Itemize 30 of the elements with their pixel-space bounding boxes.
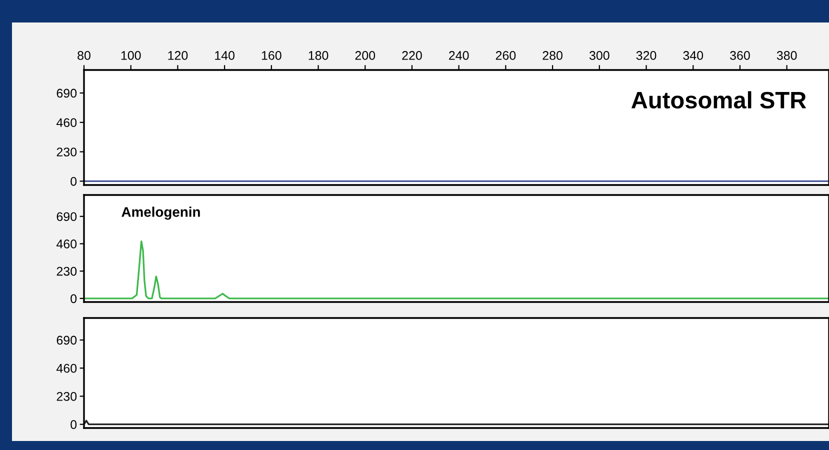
- y-tick-label: 690: [56, 336, 77, 345]
- y-tick-label: 0: [70, 420, 77, 429]
- y-tick-label: 0: [70, 176, 77, 186]
- x-tick-label: 380: [776, 51, 797, 60]
- annotation: Amelogenin: [122, 206, 200, 220]
- y-tick-label: 460: [56, 364, 77, 373]
- x-tick-label: 80: [78, 51, 90, 60]
- y-tick-label: 0: [70, 294, 77, 304]
- y-tick-label: 230: [56, 392, 77, 401]
- y-tick-label: 460: [56, 240, 77, 248]
- x-tick-label: 140: [215, 51, 235, 60]
- x-tick-label: 100: [121, 51, 141, 60]
- y-tick-label: 230: [56, 148, 77, 156]
- annotation: Autosomal STR: [631, 91, 806, 109]
- x-tick-label: 300: [589, 51, 610, 60]
- x-tick-label: 280: [542, 51, 562, 60]
- x-tick-label: 260: [496, 51, 516, 60]
- x-tick-label: 240: [449, 51, 469, 60]
- y-tick-label: 690: [56, 212, 77, 222]
- x-tick-label: 180: [308, 51, 328, 60]
- x-tick-label: 320: [636, 51, 656, 60]
- x-tick-label: 340: [683, 51, 704, 60]
- x-tick-label: 220: [402, 51, 422, 60]
- y-tick-label: 690: [56, 88, 77, 98]
- x-tick-label: 200: [355, 51, 376, 60]
- x-tick-label: 120: [168, 51, 188, 60]
- x-tick-label: 160: [262, 51, 282, 60]
- y-tick-label: 230: [56, 266, 77, 276]
- x-tick-label: 360: [730, 51, 750, 60]
- y-tick-label: 460: [56, 118, 77, 128]
